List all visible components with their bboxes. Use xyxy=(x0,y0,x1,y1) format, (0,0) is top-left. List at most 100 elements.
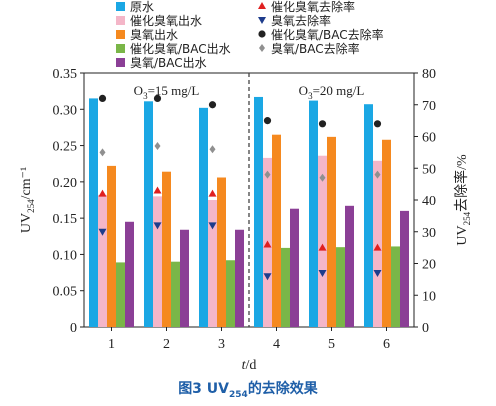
bar xyxy=(107,165,116,327)
y2-tick-label: 40 xyxy=(422,194,436,209)
y-tick-label: 0.15 xyxy=(53,212,78,227)
bar xyxy=(171,261,180,327)
data-point xyxy=(98,228,107,236)
data-point xyxy=(154,142,161,151)
y2-axis-title: UV254去除率/% xyxy=(453,154,472,246)
bar xyxy=(290,208,299,327)
data-point xyxy=(373,243,382,251)
data-point xyxy=(374,170,381,179)
bar xyxy=(162,171,171,327)
bar xyxy=(391,246,400,327)
data-point xyxy=(263,240,272,248)
caption-subscript: 254 xyxy=(229,389,248,400)
legend-swatch xyxy=(116,2,125,11)
legend-item: 臭氧/BAC去除率 xyxy=(259,41,360,56)
bar xyxy=(272,134,281,327)
x-tick-label: 2 xyxy=(163,337,170,352)
data-point xyxy=(208,222,217,230)
data-point xyxy=(98,189,107,197)
y-axis-title: UV254/cm⁻¹ xyxy=(19,167,36,233)
bar xyxy=(281,247,290,327)
data-point xyxy=(318,270,327,278)
legend-label: 臭氧/BAC去除率 xyxy=(271,41,360,56)
legend-marker xyxy=(259,44,265,52)
y2-tick-label: 10 xyxy=(422,289,436,304)
legend-label: 催化臭氧/BAC出水 xyxy=(130,41,231,56)
data-point xyxy=(153,94,162,102)
data-point xyxy=(208,101,217,109)
bar xyxy=(89,98,98,328)
data-point xyxy=(319,173,326,182)
condition-label-20: O3=20 mg/L xyxy=(299,83,365,101)
data-point xyxy=(318,243,327,251)
bar xyxy=(309,100,318,327)
bar xyxy=(327,136,336,327)
figure-caption: 图3 UV254的去除效果 xyxy=(0,378,496,400)
legend-label: 催化臭氧去除率 xyxy=(271,0,355,14)
x-tick-label: 1 xyxy=(108,337,115,352)
caption-prefix: 图3 UV xyxy=(178,381,230,397)
legend-marker xyxy=(258,17,266,24)
caption-suffix: 的去除效果 xyxy=(247,381,318,397)
legend-swatch xyxy=(116,16,125,25)
bar xyxy=(235,229,244,327)
legend-label: 催化臭氧出水 xyxy=(130,13,202,28)
legend-marker xyxy=(258,30,266,38)
legend-marker xyxy=(258,2,266,9)
legend-label: 臭氧出水 xyxy=(130,27,178,42)
y2-tick-label: 30 xyxy=(422,226,436,241)
legend-item: 臭氧出水 xyxy=(116,27,178,42)
bar xyxy=(144,101,153,327)
data-point xyxy=(263,273,272,281)
bar xyxy=(400,210,409,327)
y-tick-label: 0.30 xyxy=(53,103,78,118)
bar xyxy=(382,139,391,327)
legend-swatch xyxy=(116,30,125,39)
x-axis-title: t/d xyxy=(242,358,257,373)
data-point xyxy=(264,170,271,179)
bar xyxy=(217,177,226,327)
x-tick-label: 6 xyxy=(383,337,390,352)
y-tick-label: 0.25 xyxy=(53,140,78,155)
chart: 0 0.05 0.10 0.15 0.20 0.25 0.30 0.35 0 10 20 30 40 50… xyxy=(19,0,472,373)
legend-item: 催化臭氧出水 xyxy=(116,13,202,28)
legend-label: 臭氧/BAC出水 xyxy=(130,55,207,70)
legend-item: 催化臭氧/BAC去除率 xyxy=(258,27,384,42)
condition-label-15: O3=15 mg/L xyxy=(134,83,200,101)
legend-swatch xyxy=(116,58,125,67)
data-point xyxy=(209,145,216,154)
data-point xyxy=(99,148,106,157)
bar xyxy=(345,205,354,327)
bar xyxy=(364,104,373,327)
bar xyxy=(125,221,134,327)
data-point xyxy=(263,117,272,125)
legend-item: 臭氧去除率 xyxy=(258,13,331,28)
legend-item: 臭氧/BAC出水 xyxy=(116,55,207,70)
bar xyxy=(153,196,162,327)
legend-item: 催化臭氧/BAC出水 xyxy=(116,41,231,56)
bar xyxy=(180,229,189,327)
data-point xyxy=(208,189,217,197)
y2-tick-label: 80 xyxy=(422,67,436,82)
y-tick-label: 0 xyxy=(70,321,77,336)
y2-tick-label: 50 xyxy=(422,162,436,177)
data-point xyxy=(98,94,107,102)
y-tick-label: 0.20 xyxy=(53,176,78,191)
x-tick-label: 5 xyxy=(328,337,335,352)
y2-tick-label: 60 xyxy=(422,131,436,146)
y-tick-label: 0.35 xyxy=(53,67,78,82)
bar xyxy=(98,194,107,327)
y2-tick-label: 0 xyxy=(422,321,429,336)
legend-item: 原水 xyxy=(116,0,154,14)
x-tick-label: 3 xyxy=(218,337,225,352)
bar xyxy=(208,200,217,327)
data-point xyxy=(373,120,382,128)
data-point xyxy=(318,120,327,128)
bar xyxy=(199,107,208,327)
legend-label: 催化臭氧/BAC去除率 xyxy=(271,27,384,42)
y-tick-label: 0.05 xyxy=(53,285,78,300)
data-point xyxy=(153,222,162,230)
y-tick-label: 0.10 xyxy=(53,248,78,263)
legend-swatch xyxy=(116,44,125,53)
